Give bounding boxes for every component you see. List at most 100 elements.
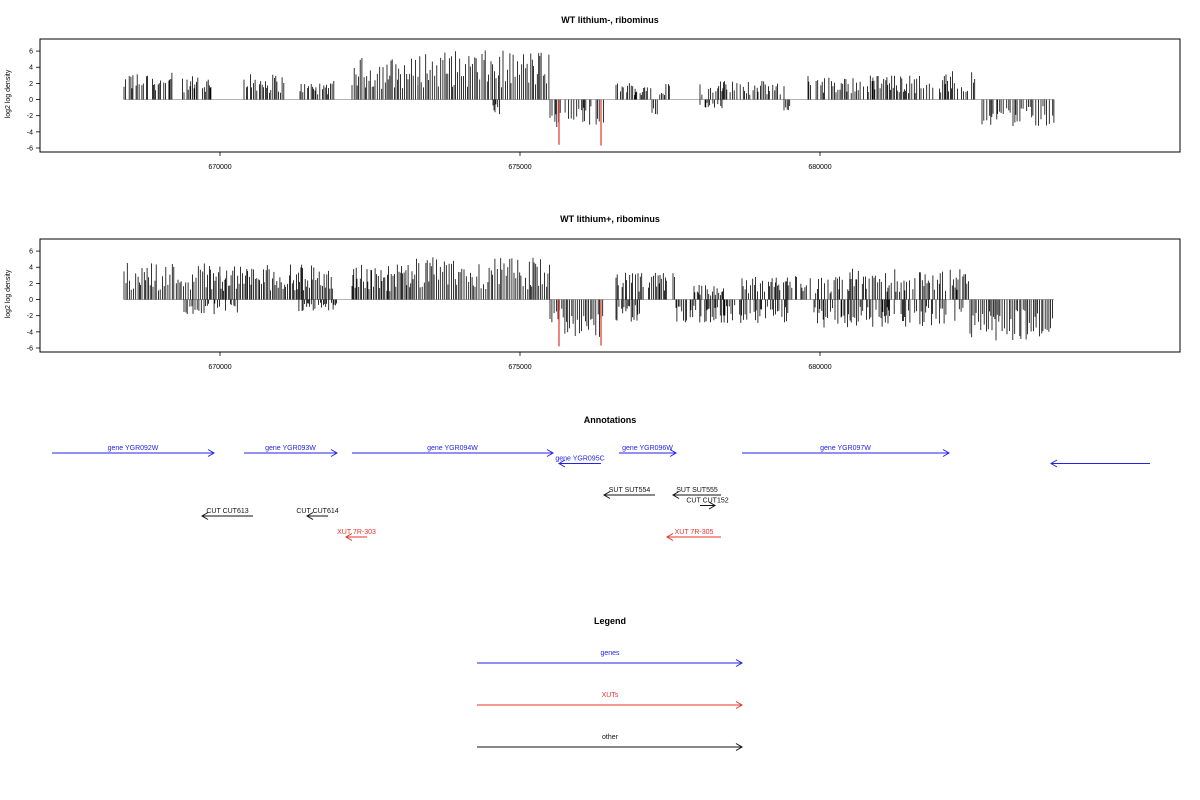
- arrowhead-icon: [672, 491, 680, 499]
- legend-label: genes: [600, 650, 620, 657]
- y-tick-label: 0: [29, 97, 33, 104]
- y-tick-label: -2: [27, 313, 33, 320]
- annotations-title: Annotations: [584, 415, 637, 425]
- panel-title: WT lithium-, ribominus: [561, 15, 659, 25]
- x-tick-label: 670000: [208, 364, 231, 371]
- arrowhead-icon: [735, 701, 743, 709]
- negative-bar-group: [298, 299, 338, 312]
- track-panel-lithium-minus: WT lithium-, ribominus log2 log density …: [5, 15, 1181, 171]
- bar-series: [123, 50, 1055, 146]
- positive-bar-group: [807, 75, 946, 100]
- arrowhead-icon: [207, 449, 215, 457]
- negative-bar-group: [969, 299, 1053, 341]
- y-tick-label: 4: [29, 265, 33, 272]
- feature-cut-cut152: CUT CUT152: [686, 498, 729, 510]
- y-axis-label: log2 log density: [5, 269, 12, 318]
- track-panel-lithium-plus: WT lithium+, ribominus log2 log density …: [5, 214, 1181, 371]
- arrowhead-icon: [735, 659, 743, 667]
- feature-label: gene YGR095C: [555, 456, 604, 463]
- positive-bar-group: [417, 50, 550, 100]
- feature-list: gene YGR092W gene YGR093W gene YGR094W gene…: [52, 445, 1150, 541]
- x-tick-label: 675000: [508, 164, 531, 171]
- feature-cut-cut613: CUT CUT613: [201, 508, 253, 520]
- positive-bar-group: [741, 276, 851, 300]
- negative-bar-group: [675, 299, 789, 323]
- legend-item-other: other: [477, 734, 743, 751]
- legend-item-xuts: XUTs: [477, 692, 743, 709]
- feature-label: gene YGR092W: [108, 445, 159, 452]
- feature-gene-ygr092w: gene YGR092W: [52, 445, 215, 457]
- positive-bar-group: [123, 72, 173, 100]
- positive-bar-group: [615, 83, 670, 100]
- legend-item-genes: genes: [477, 650, 743, 667]
- x-axis: 670000 675000 680000: [208, 152, 832, 171]
- negative-bar-group: [492, 99, 501, 115]
- y-tick-label: -4: [27, 329, 33, 336]
- feature-label: gene YGR096W: [622, 445, 673, 452]
- arrowhead-icon: [558, 459, 566, 468]
- x-tick-label: 670000: [208, 164, 231, 171]
- positive-bar-group: [351, 264, 412, 300]
- positive-bar-group: [123, 263, 221, 300]
- x-tick-label: 680000: [808, 164, 831, 171]
- y-axis-label: log2 log density: [5, 69, 12, 118]
- annotations-panel: Annotations gene YGR092W gene YGR093W gene…: [52, 415, 1150, 541]
- feature-label: SUT SUT555: [676, 487, 718, 494]
- y-tick-label: 4: [29, 65, 33, 72]
- bar-series: [123, 257, 1054, 347]
- y-axis: 6 4 2 0 -2 -4 -6: [27, 249, 40, 353]
- y-tick-label: -6: [27, 346, 33, 353]
- y-tick-label: 0: [29, 297, 33, 304]
- arrowhead-icon: [669, 449, 677, 457]
- feature-label: CUT CUT152: [686, 498, 728, 505]
- negative-bar-group: [699, 99, 723, 109]
- y-axis: 6 4 2 0 -2 -4 -6: [27, 49, 40, 153]
- positive-bar-group: [182, 76, 212, 100]
- y-tick-label: 2: [29, 81, 33, 88]
- feature-label: gene YGR093W: [265, 445, 316, 452]
- feature-gene-ygr097w: gene YGR097W: [742, 445, 950, 457]
- x-tick-label: 675000: [508, 364, 531, 371]
- y-tick-label: 2: [29, 281, 33, 288]
- positive-bar-group: [849, 268, 969, 300]
- arrowhead-icon: [1050, 459, 1058, 468]
- arrowhead-icon: [201, 512, 209, 520]
- arrowhead-icon: [345, 533, 353, 541]
- feature-label: CUT CUT614: [296, 508, 338, 515]
- feature-gene-ygr095c: gene YGR095C: [555, 456, 605, 468]
- feature-sut-sut554: SUT SUT554: [603, 487, 655, 499]
- arrowhead-icon: [942, 449, 950, 457]
- legend-label: XUTs: [602, 692, 619, 699]
- y-tick-label: -6: [27, 146, 33, 153]
- arrowhead-icon: [666, 533, 674, 541]
- y-tick-label: -4: [27, 129, 33, 136]
- feature-label: SUT SUT554: [609, 487, 651, 494]
- y-tick-label: 6: [29, 49, 33, 56]
- legend-label: other: [602, 734, 619, 741]
- positive-bar-group: [693, 285, 724, 300]
- plot-frame: [39, 38, 1181, 153]
- positive-bar-group: [243, 74, 285, 100]
- feature-gene-ygr094w: gene YGR094W: [352, 445, 554, 457]
- x-axis: 670000 675000 680000: [208, 352, 832, 371]
- positive-bar-group: [299, 81, 335, 100]
- legend-items: genes XUTs other: [477, 650, 743, 751]
- feature-gene-ygr096w: gene YGR096W: [619, 445, 677, 457]
- negative-bar-group: [813, 299, 964, 328]
- y-tick-label: 6: [29, 249, 33, 256]
- arrowhead-icon: [603, 491, 611, 499]
- negative-bar-group: [549, 99, 604, 127]
- feature-label: XUT 7R-305: [675, 529, 714, 536]
- y-tick-label: -2: [27, 113, 33, 120]
- feature-xut-7r-305: XUT 7R-305: [666, 529, 721, 541]
- feature-label: XUT 7R-303: [337, 529, 376, 536]
- positive-bar-group: [945, 71, 976, 100]
- negative-bar-group: [651, 99, 658, 115]
- arrowhead-icon: [708, 501, 716, 510]
- negative-bar-group: [549, 299, 604, 337]
- positive-bar-group: [411, 257, 550, 300]
- x-tick-label: 680000: [808, 364, 831, 371]
- arrowhead-icon: [735, 743, 743, 751]
- feature-label: CUT CUT613: [206, 508, 248, 515]
